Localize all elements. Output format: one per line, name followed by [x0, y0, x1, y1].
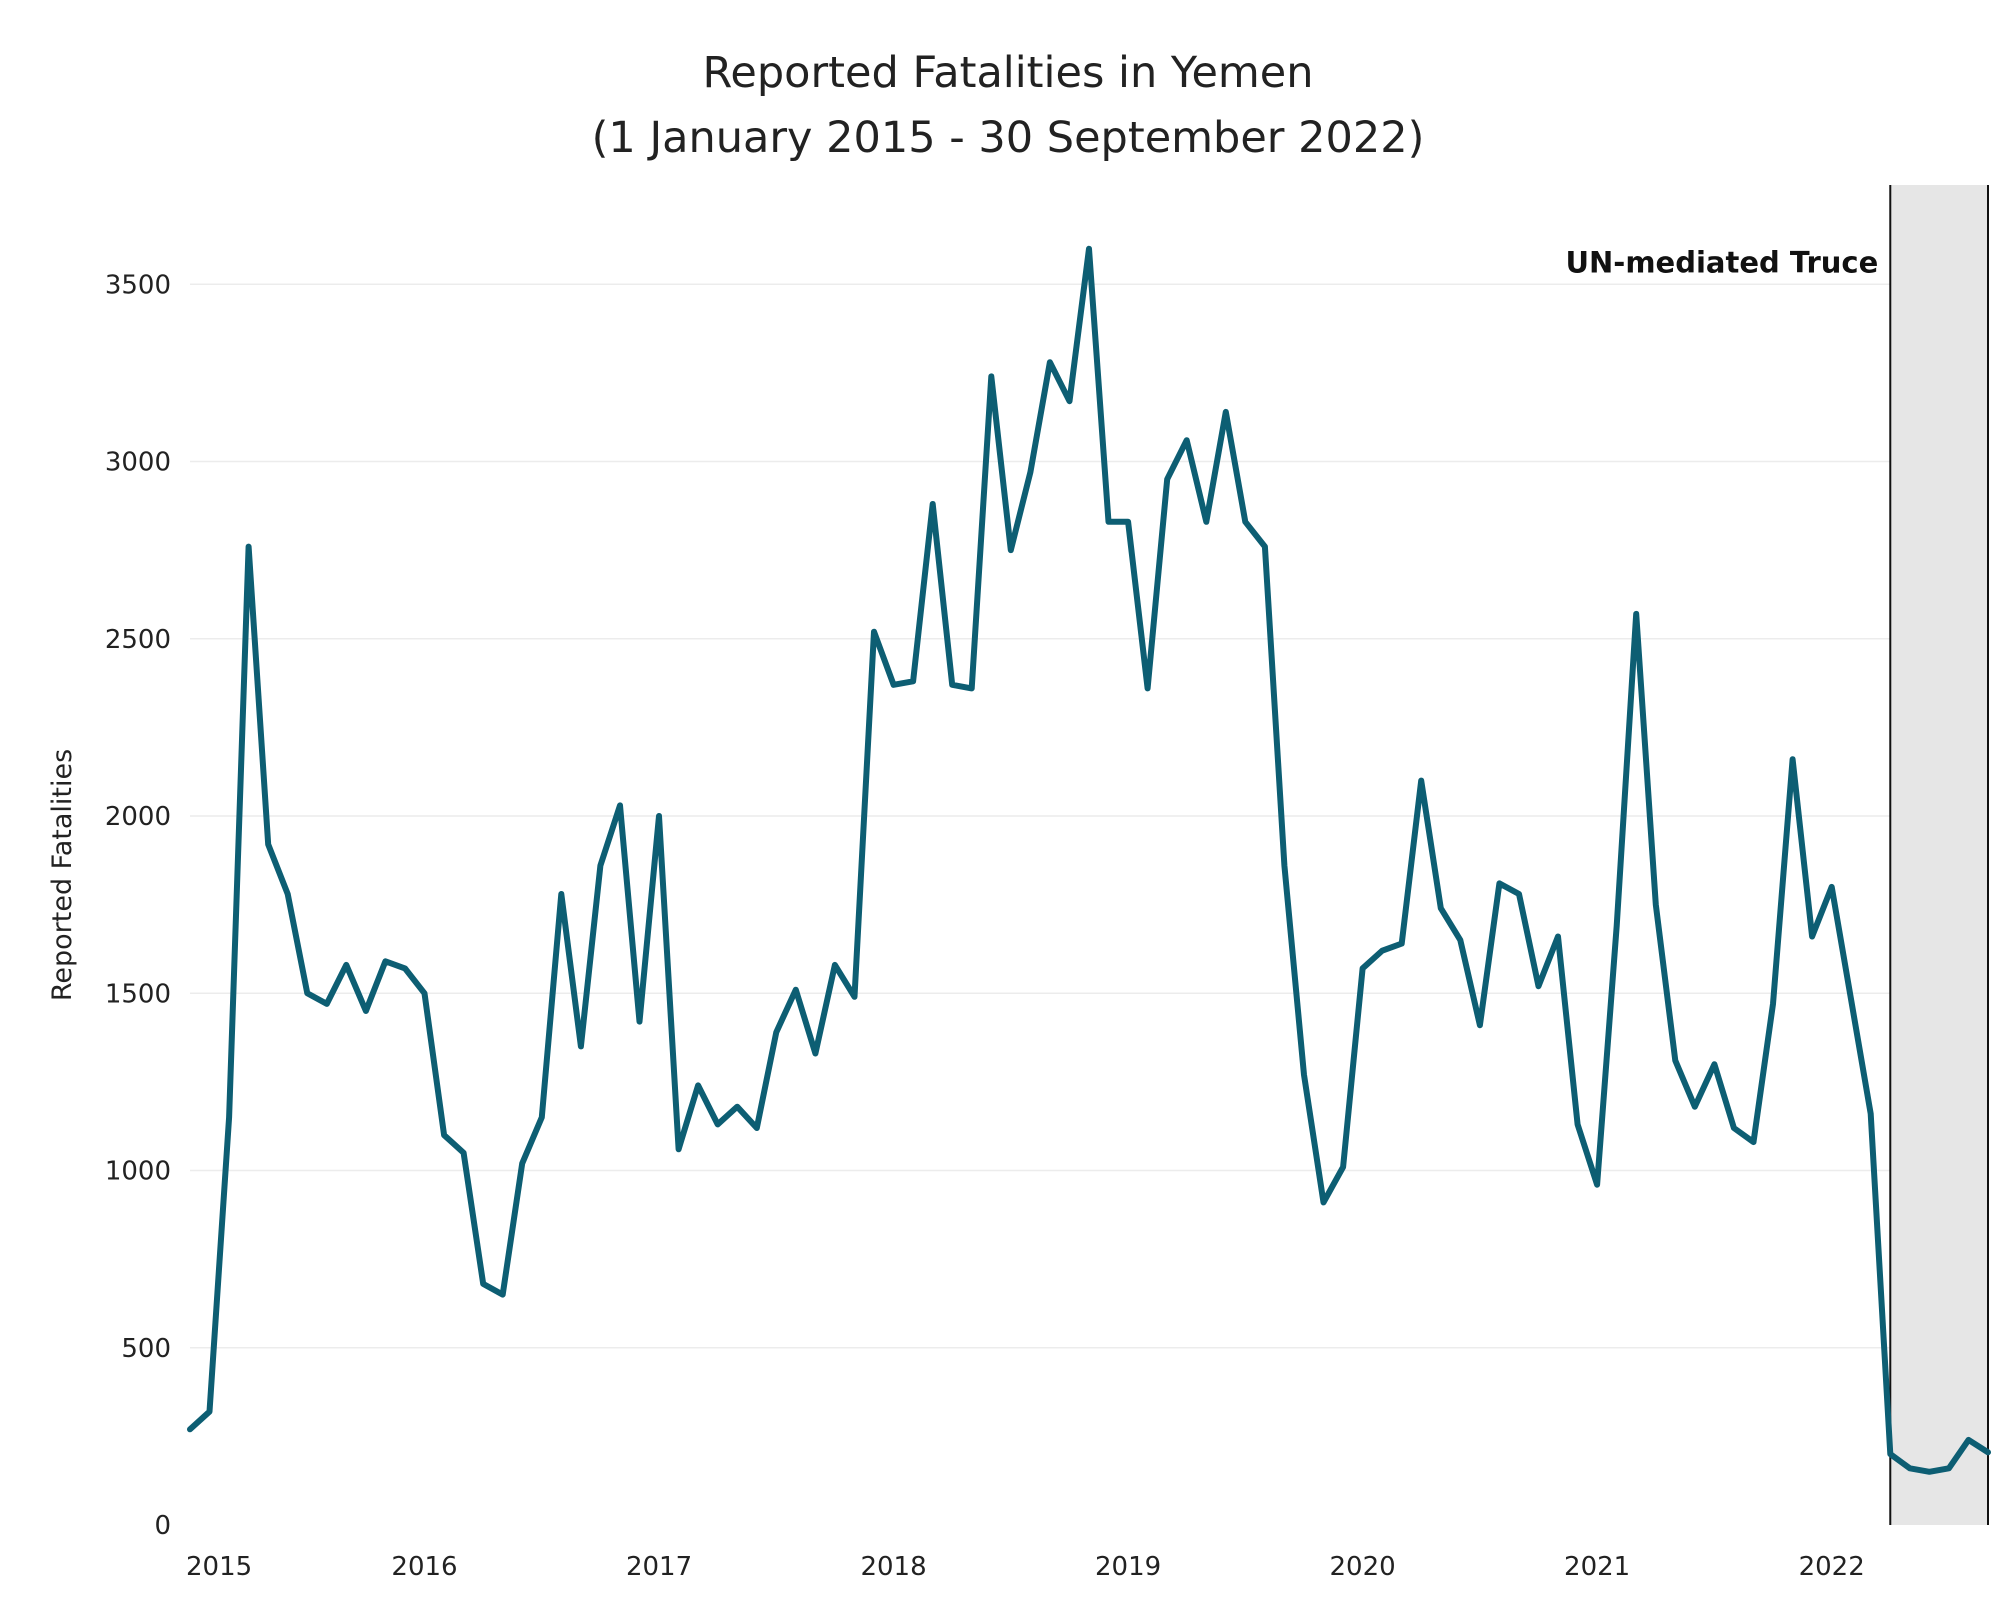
gridlines — [190, 283, 1988, 1349]
x-tick-label-2017: 2017 — [626, 1552, 692, 1582]
x-tick-label-2020: 2020 — [1330, 1552, 1396, 1582]
y-tick-label-2000: 2000 — [105, 802, 171, 832]
y-tick-label-3000: 3000 — [105, 448, 171, 478]
chart-subtitle: (1 January 2015 - 30 September 2022) — [592, 113, 1425, 163]
x-tick-label-2016: 2016 — [391, 1552, 457, 1582]
x-tick-label-2019: 2019 — [1095, 1552, 1161, 1582]
y-axis-title: Reported Fatalities — [47, 749, 78, 1001]
x-tick-label-2015: 2015 — [186, 1552, 252, 1582]
y-tick-label-0: 0 — [154, 1511, 171, 1541]
y-tick-label-3500: 3500 — [105, 270, 171, 300]
x-axis-ticks: 2015 2016 2017 2018 2019 2020 2021 2022 — [186, 1552, 1865, 1582]
series-layer — [187, 245, 1991, 1475]
y-tick-label-2500: 2500 — [105, 625, 171, 655]
y-axis-ticks: 0 500 1000 1500 2000 2500 3000 3500 — [105, 270, 171, 1541]
x-tick-label-2021: 2021 — [1564, 1552, 1630, 1582]
x-tick-label-2018: 2018 — [860, 1552, 926, 1582]
chart-title: Reported Fatalities in Yemen — [702, 48, 1313, 98]
y-tick-label-500: 500 — [121, 1334, 171, 1364]
y-tick-label-1500: 1500 — [105, 979, 171, 1009]
series-line-0 — [187, 245, 1991, 1475]
truce-annotation-label: UN-mediated Truce — [1565, 245, 1878, 279]
truce-band — [1889, 185, 1989, 1525]
truce-shade — [1890, 185, 1988, 1525]
x-tick-label-2022: 2022 — [1799, 1552, 1865, 1582]
y-tick-label-1000: 1000 — [105, 1157, 171, 1187]
